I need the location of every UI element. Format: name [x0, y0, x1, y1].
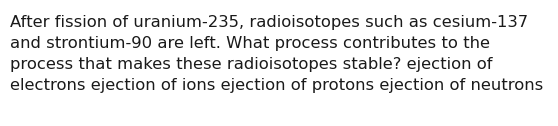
Text: After fission of uranium-235, radioisotopes such as cesium-137
and strontium-90 : After fission of uranium-235, radioisoto… [10, 15, 543, 93]
